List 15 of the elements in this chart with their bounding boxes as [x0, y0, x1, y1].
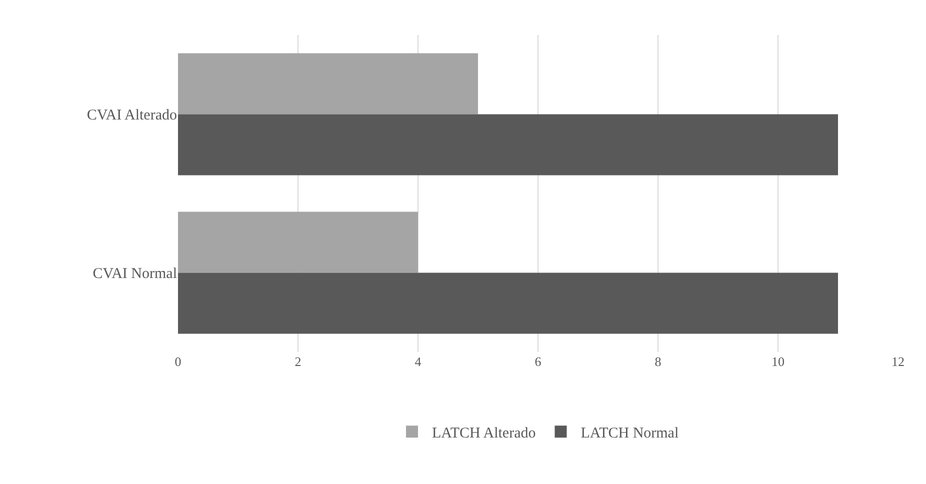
- x-tick-label: 8: [654, 354, 662, 369]
- y-tick-label: CVAI Normal: [92, 266, 177, 282]
- y-tick-label: CVAI Alterado: [86, 108, 177, 124]
- x-tick-label: 12: [892, 354, 904, 369]
- bar: [178, 53, 478, 114]
- x-tick-label: 10: [772, 354, 784, 369]
- legend-label: LATCH Alterado: [432, 426, 536, 442]
- bar: [178, 272, 838, 334]
- x-tick-label: 2: [294, 354, 302, 369]
- bar: [178, 114, 838, 176]
- x-tick-label: 6: [534, 354, 542, 369]
- bar: [178, 212, 418, 273]
- x-tick-label: 0: [174, 354, 182, 369]
- x-tick-label: 4: [414, 354, 422, 369]
- legend-label: LATCH Normal: [580, 426, 679, 442]
